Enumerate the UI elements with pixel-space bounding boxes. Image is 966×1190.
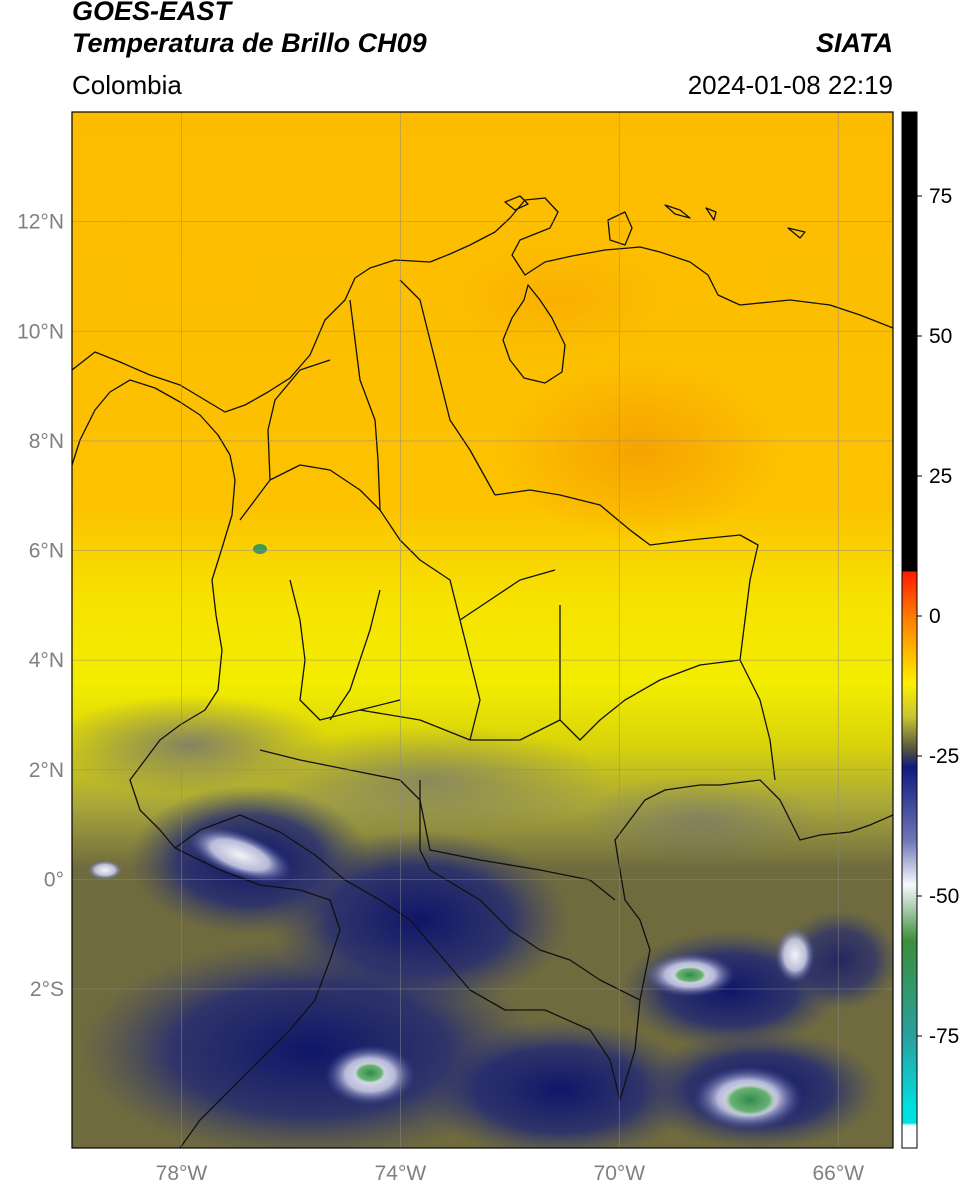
lat-tick-label: 2°S (30, 978, 64, 1001)
colorbar: 75 50 25 0 -25 -50 -75 (901, 111, 959, 1149)
datetime-label: 2024-01-08 22:19 (687, 70, 893, 100)
gridlines (72, 112, 893, 1148)
pacific-coastline (72, 379, 236, 849)
colorbar-gradient (902, 112, 917, 1148)
colorbar-tick-label: -75 (929, 1025, 959, 1048)
lon-tick-label: 66°W (812, 1162, 864, 1185)
longitude-labels: 78°W 74°W 70°W 66°W (156, 1162, 865, 1185)
organization-label: SIATA (816, 28, 893, 58)
interior-boundary-7 (259, 749, 616, 901)
lon-tick-label: 78°W (156, 1162, 208, 1185)
coastlines-and-borders (72, 195, 893, 1148)
colombia-border (174, 779, 893, 1101)
interior-boundary-2 (267, 359, 331, 481)
lat-tick-label: 6°N (29, 540, 64, 563)
lat-tick-label: 12°N (17, 211, 64, 234)
satellite-title: GOES-EAST (72, 0, 232, 26)
colorbar-tick-label: 75 (929, 185, 952, 208)
latitude-labels: 12°N 10°N 8°N 6°N 4°N 2°N 0° 2°S (17, 211, 64, 1001)
map-frame (71, 111, 894, 1149)
interior-boundary-8 (419, 780, 641, 1001)
brazil-border (559, 605, 741, 741)
interior-boundary-4 (399, 279, 496, 496)
lon-tick-label: 70°W (594, 1162, 646, 1185)
lon-tick-label: 74°W (375, 1162, 427, 1185)
colorbar-tick-label: -25 (929, 745, 959, 768)
colorbar-tick-label: 0 (929, 605, 941, 628)
colorbar-ticks: 75 50 25 0 -25 -50 -75 (917, 185, 959, 1048)
ecuador-peru-border (174, 847, 341, 1148)
lake-maracaibo (502, 284, 566, 384)
colorbar-tick-label: -50 (929, 885, 959, 908)
caribbean-coastline (72, 197, 893, 413)
product-title: Temperatura de Brillo CH09 (72, 28, 427, 58)
brightness-temperature-field (72, 112, 893, 1148)
lat-tick-label: 10°N (17, 320, 64, 343)
interior-boundary-3 (349, 299, 381, 511)
lat-tick-label: 2°N (29, 759, 64, 782)
venezuela-border (494, 489, 776, 781)
colorbar-tick-label: 25 (929, 465, 952, 488)
lat-tick-label: 0° (44, 868, 64, 891)
region-label: Colombia (72, 70, 182, 100)
interior-boundary-10 (459, 619, 481, 741)
lat-tick-label: 8°N (29, 430, 64, 453)
lat-tick-label: 4°N (29, 649, 64, 672)
colorbar-frame (901, 111, 918, 1149)
colorbar-tick-label: 50 (929, 325, 952, 348)
caribbean-islands (504, 195, 806, 246)
